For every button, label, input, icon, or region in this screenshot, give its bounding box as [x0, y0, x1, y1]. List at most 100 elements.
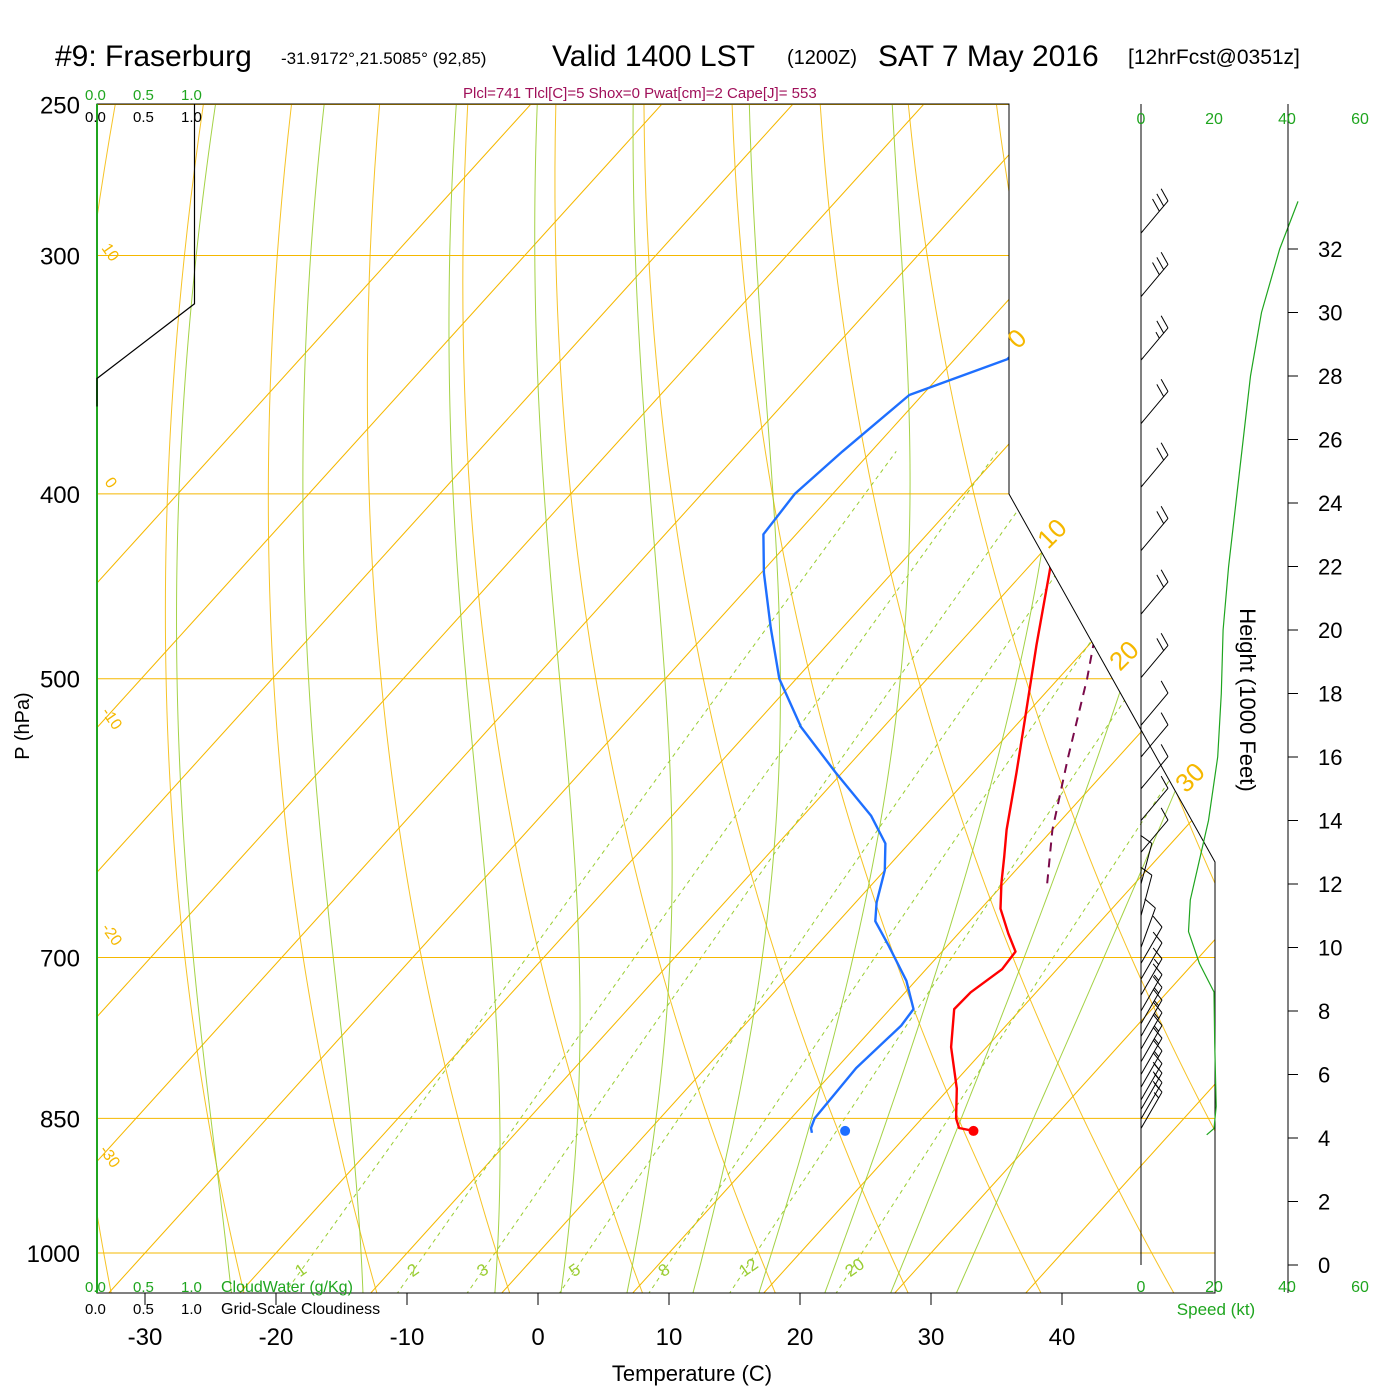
wind-barb: [1140, 251, 1169, 297]
height-tick-label: 6: [1318, 1063, 1330, 1088]
wind-barb-flag: [1160, 188, 1169, 202]
height-tick-label: 14: [1318, 809, 1342, 834]
cloudiness-top-tick-0: 0.0: [85, 109, 106, 126]
wind-barb: [1140, 807, 1169, 853]
speed-tick-label-bottom: 60: [1351, 1279, 1369, 1296]
wind-barb: [1140, 898, 1156, 948]
isotherm-label: 10: [1031, 513, 1073, 555]
wind-barb-flag: [1153, 1000, 1160, 1007]
surface-temperature-dot: [968, 1125, 979, 1136]
isotherm-label: -10: [98, 705, 125, 734]
wind-barb-flag: [1152, 198, 1160, 212]
wind-barb: [1140, 931, 1163, 980]
cloudiness-legend: Grid-Scale Cloudiness: [221, 1301, 380, 1318]
wind-barb-flag: [1153, 974, 1160, 981]
height-axis-title: Height (1000 Feet): [1235, 608, 1260, 791]
wind-barb-staff: [1140, 724, 1169, 758]
wind-barb-flag: [1152, 262, 1160, 275]
wind-barb-flag: [1160, 442, 1169, 456]
station-coords: -31.9172°,21.5085° (92,85): [281, 49, 486, 68]
wind-barb-flag: [1156, 511, 1165, 524]
wind-barb-flag: [1160, 378, 1169, 392]
height-tick-label: 10: [1318, 936, 1342, 961]
height-tick-label: 2: [1318, 1190, 1330, 1215]
wind-barb: [1140, 315, 1169, 361]
wind-barb-staff: [1140, 581, 1169, 615]
speed-tick-label-top: 60: [1351, 111, 1369, 128]
isotherm-line: [229, 104, 1215, 1293]
mixing-ratio-label: 5: [565, 1260, 584, 1281]
wind-barb-flag: [1160, 632, 1169, 646]
wind-barb-staff: [1140, 1050, 1163, 1088]
speed-axis-title: Speed (kt): [1177, 1300, 1255, 1319]
wind-barb: [1140, 1052, 1163, 1101]
zulu-time: (1200Z): [787, 47, 857, 69]
temperature-tick-label: -10: [390, 1324, 425, 1351]
isotherm-line: [97, 104, 812, 1293]
temperature-tick-label: -20: [259, 1324, 294, 1351]
wind-barb-flag: [1160, 775, 1169, 789]
wind-barb-flag: [1152, 931, 1163, 944]
isotherm-label: 10: [98, 241, 122, 265]
wind-barb-flag: [1160, 505, 1169, 519]
dry-adiabat-line: [730, 104, 1046, 1293]
mixing-ratio-label: 1: [291, 1260, 310, 1281]
wind-barb-staff: [1140, 1037, 1163, 1075]
moist-adiabat-line: [176, 104, 233, 1293]
wind-barb-flag: [1153, 1012, 1160, 1019]
isotherm-line: [97, 104, 943, 1293]
wind-barb: [1140, 378, 1169, 424]
dry-adiabat-line: [366, 104, 513, 1293]
cloudwater-bottom-tick-2: 1.0: [181, 1279, 202, 1296]
cloudwater-bottom-tick-0: 0.0: [85, 1279, 106, 1296]
wind-barb-staff: [1140, 875, 1153, 916]
plot-frame: [96, 103, 1216, 1294]
mixing-ratio-line: [643, 451, 1215, 1293]
wind-barb-staff: [1140, 1082, 1163, 1120]
temperature-line: [949, 120, 1136, 1133]
moist-adiabat-line: [534, 104, 581, 1293]
wind-barb-flag: [1160, 680, 1169, 694]
height-tick-label: 8: [1318, 999, 1330, 1024]
wind-barb-flag: [1152, 915, 1163, 928]
moist-adiabat-line: [448, 104, 501, 1293]
dry-adiabat-line: [462, 104, 647, 1293]
wind-barb: [1140, 569, 1169, 615]
dry-adiabat-line: [1341, 71, 1400, 1302]
pressure-tick-label: 250: [40, 92, 80, 119]
speed-tick-label-top: 40: [1278, 111, 1296, 128]
pressure-tick-label: 300: [40, 244, 80, 271]
wind-barb: [1140, 988, 1163, 1037]
isotherm-label: -20: [98, 921, 125, 950]
surface-dewpoint-dot: [840, 1125, 851, 1136]
wind-barb-staff: [1140, 1063, 1163, 1101]
wind-barb-flag: [1160, 315, 1169, 329]
wind-barb-flag: [1153, 987, 1160, 994]
wind-barb-staff: [1140, 1072, 1163, 1110]
wind-barb-flag: [1155, 331, 1160, 339]
cloudwater-top-tick-1: 0.5: [133, 87, 154, 104]
wind-barb: [1140, 632, 1169, 678]
isotherm-line: [622, 104, 1215, 1293]
parcel-line: [1046, 120, 1155, 884]
cloudiness-bottom-tick-0: 0.0: [85, 1301, 106, 1318]
dry-adiabat-line: [164, 104, 247, 1293]
wind-barb-flag: [1160, 251, 1169, 265]
cloudwater-legend: CloudWater (g/Kg): [221, 1279, 353, 1296]
wind-barb: [1140, 947, 1163, 996]
wind-barb-staff: [1140, 926, 1163, 964]
height-tick-label: 28: [1318, 364, 1342, 389]
cloudiness-line: [96, 104, 196, 407]
mixing-ratio-line: [553, 451, 1143, 1293]
isotherm-line: [97, 104, 550, 1293]
height-tick-label: 0: [1318, 1253, 1330, 1278]
wind-barb-staff: [1140, 987, 1163, 1024]
wind-barb: [1140, 744, 1169, 790]
profile-lines: [762, 120, 1155, 1136]
moist-adiabat-line: [302, 104, 364, 1293]
isotherm-line: [884, 104, 1215, 1293]
isotherm-label: 0: [101, 475, 120, 492]
wind-barb-staff: [1140, 942, 1163, 980]
temperature-tick-label: 10: [656, 1324, 683, 1351]
